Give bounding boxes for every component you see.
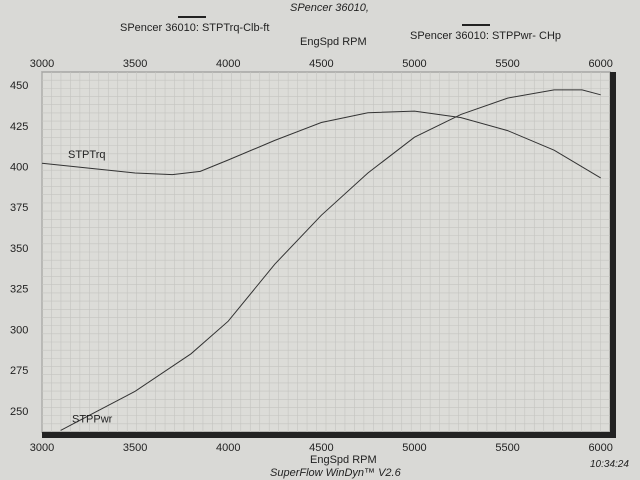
software-label: SuperFlow WinDyn™ V2.6 xyxy=(270,467,401,479)
y-tick-label: 375 xyxy=(10,202,28,214)
series-line-stppwr xyxy=(60,89,601,431)
y-tick-label: 325 xyxy=(10,284,28,296)
y-tick-label: 450 xyxy=(10,80,28,92)
x-axis-title-top: EngSpd RPM xyxy=(300,36,367,48)
y-tick-label: 425 xyxy=(10,121,28,133)
x-axis-title-bottom: EngSpd RPM xyxy=(310,454,377,466)
x-tick-label-bottom: 5000 xyxy=(402,442,426,454)
legend-power: SPencer 36010: STPPwr- CHp xyxy=(410,30,562,42)
x-tick-label-top: 5500 xyxy=(495,58,519,70)
y-tick-label: 400 xyxy=(10,161,28,173)
x-tick-label-top: 6000 xyxy=(588,58,612,70)
x-tick-label-top: 5000 xyxy=(402,58,426,70)
series-label-stppwr: STPPwr xyxy=(72,413,113,425)
x-tick-label-bottom: 4000 xyxy=(216,442,240,454)
x-axis-bar xyxy=(42,432,616,438)
y-tick-label: 250 xyxy=(10,406,28,418)
right-axis-bar xyxy=(610,72,616,438)
series-line-stptrq xyxy=(41,110,601,179)
timestamp: 10:34:24 xyxy=(590,459,629,470)
y-tick-label: 350 xyxy=(10,243,28,255)
x-tick-label-top: 3500 xyxy=(123,58,147,70)
x-tick-label-bottom: 6000 xyxy=(588,442,612,454)
y-tick-label: 300 xyxy=(10,324,28,336)
chart-title: SPencer 36010, xyxy=(290,2,369,14)
x-tick-label-bottom: 5500 xyxy=(495,442,519,454)
y-tick-label: 275 xyxy=(10,365,28,377)
x-tick-label-top: 4000 xyxy=(216,58,240,70)
x-tick-label-top: 4500 xyxy=(309,58,333,70)
x-tick-label-bottom: 4500 xyxy=(309,442,333,454)
x-tick-label-top: 3000 xyxy=(30,58,54,70)
x-tick-label-bottom: 3500 xyxy=(123,442,147,454)
legend-torque: SPencer 36010: STPTrq-Clb-ft xyxy=(120,22,270,34)
x-tick-label-bottom: 3000 xyxy=(30,442,54,454)
series-label-stptrq: STPTrq xyxy=(68,149,106,161)
